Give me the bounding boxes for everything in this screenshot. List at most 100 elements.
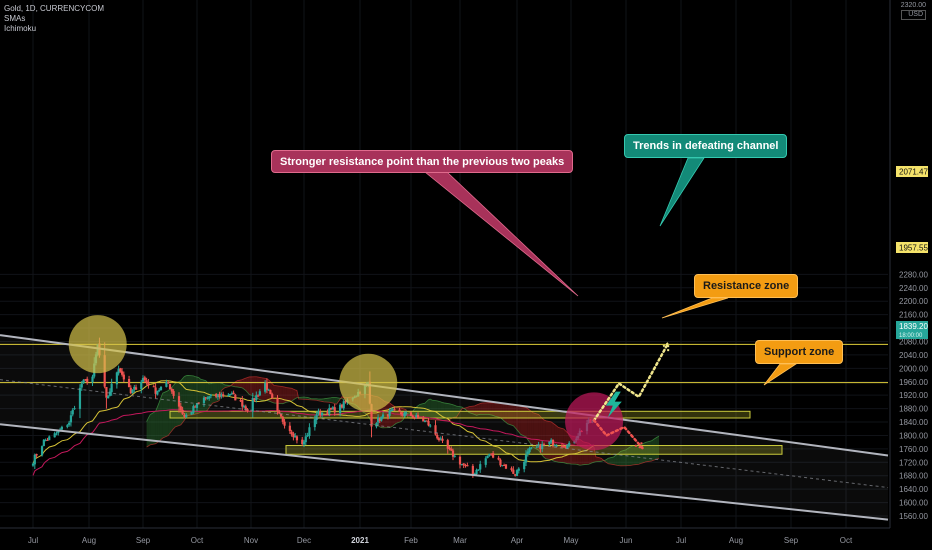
candle-body bbox=[71, 409, 74, 415]
cloud-segment bbox=[237, 379, 243, 388]
candle-body bbox=[528, 448, 531, 453]
candle-body bbox=[145, 380, 148, 383]
candle-body bbox=[133, 386, 136, 390]
candle-body bbox=[194, 406, 197, 408]
cloud-segment bbox=[207, 382, 210, 411]
candle-body bbox=[313, 419, 316, 428]
cloud-segment bbox=[210, 382, 213, 406]
candle-body bbox=[393, 409, 396, 411]
candle-body bbox=[232, 392, 235, 395]
candle-body bbox=[222, 394, 225, 396]
peak-circle-aug bbox=[68, 315, 127, 374]
candle-body bbox=[140, 381, 143, 390]
currency-label: 2320.00 USD bbox=[900, 2, 926, 20]
candle-body bbox=[517, 468, 520, 471]
candle-body bbox=[514, 474, 517, 476]
cloud-segment bbox=[646, 440, 652, 462]
time-tick-label: Mar bbox=[453, 536, 467, 545]
candle-body bbox=[269, 390, 272, 395]
annotation-pointers bbox=[423, 157, 798, 386]
zones bbox=[169, 410, 783, 455]
candle-body bbox=[451, 450, 455, 457]
cloud-segment bbox=[493, 402, 495, 417]
cloud-segment bbox=[322, 398, 324, 402]
cloud-segment bbox=[323, 398, 330, 403]
candle-body bbox=[315, 414, 318, 420]
candle-body bbox=[134, 387, 138, 390]
price-tag-current-sub: 18:00:00 bbox=[899, 333, 923, 339]
candle-body bbox=[391, 409, 395, 411]
cloud-segment bbox=[212, 382, 218, 404]
candle-body bbox=[283, 421, 286, 426]
candle-body bbox=[434, 425, 437, 435]
support-zone-annotation[interactable]: Support zone bbox=[755, 340, 844, 364]
cloud-segment bbox=[282, 386, 285, 404]
cloud-segment bbox=[465, 407, 468, 412]
indicator-ichimoku[interactable]: Ichimoku bbox=[4, 24, 37, 33]
cloud-segment bbox=[295, 389, 297, 399]
trends-annotation[interactable]: Trends in defeating channel bbox=[624, 134, 788, 158]
stronger-resistance-annotation[interactable]: Stronger resistance point than the previ… bbox=[271, 150, 574, 173]
price-tag-current-bg bbox=[896, 321, 928, 339]
price-tick-label: 2240.00 bbox=[899, 284, 928, 293]
candle-body bbox=[220, 394, 223, 397]
candle-body bbox=[484, 458, 487, 465]
candle-body bbox=[541, 444, 544, 449]
candle-body bbox=[295, 436, 299, 441]
chart-legend: Gold, 1D, CURRENCYCOM SMAs Ichimoku bbox=[4, 4, 104, 34]
price-tick-label: 1920.00 bbox=[899, 391, 928, 400]
symbol-label[interactable]: Gold, 1D, CURRENCYCOM bbox=[4, 4, 105, 13]
candle-body bbox=[80, 383, 83, 388]
candle-body bbox=[381, 414, 385, 417]
candle-body bbox=[265, 382, 268, 390]
cloud-segment bbox=[247, 376, 250, 395]
cloud-segment bbox=[505, 403, 508, 424]
candle-body bbox=[560, 445, 564, 447]
channel-area bbox=[0, 335, 888, 520]
cloud-segment bbox=[657, 436, 659, 459]
candle-body bbox=[292, 433, 295, 438]
cloud-segment bbox=[157, 402, 160, 443]
time-tick-label: Jul bbox=[28, 536, 38, 545]
candle-body bbox=[53, 433, 56, 438]
candle-body bbox=[400, 412, 403, 415]
time-tick-label: Oct bbox=[191, 536, 204, 545]
cloud-segment bbox=[608, 456, 614, 465]
candle-body bbox=[216, 394, 220, 398]
resistance-zone-annotation[interactable]: Resistance zone bbox=[694, 274, 799, 298]
candle-body bbox=[215, 394, 218, 397]
candle-body bbox=[167, 382, 170, 384]
cloud-segment bbox=[529, 410, 532, 445]
candle-body bbox=[462, 463, 465, 466]
candle-body bbox=[453, 455, 456, 457]
candle-body bbox=[503, 464, 506, 466]
candle-body bbox=[436, 434, 439, 439]
candle-body bbox=[464, 465, 467, 467]
candle-body bbox=[141, 378, 145, 382]
candle-body bbox=[425, 420, 428, 422]
price-tick-label: 2000.00 bbox=[899, 364, 928, 373]
indicator-smas[interactable]: SMAs bbox=[4, 14, 26, 23]
candle-body bbox=[158, 389, 161, 391]
cloud-segment bbox=[162, 390, 169, 439]
candle-body bbox=[306, 435, 309, 437]
candle-body bbox=[208, 396, 211, 399]
price-axis[interactable]: 2280.002240.002200.002160.002120.002080.… bbox=[889, 0, 932, 550]
resistance-pointer bbox=[661, 297, 729, 319]
cloud-segment bbox=[249, 376, 255, 397]
candle-body bbox=[190, 411, 193, 415]
time-tick-label: Jul bbox=[676, 536, 686, 545]
candle-body bbox=[278, 411, 281, 414]
price-tick-label: 1840.00 bbox=[899, 418, 928, 427]
cloud-segment bbox=[161, 393, 163, 440]
price-tag-upper: 2071.47 bbox=[899, 168, 928, 177]
cloud-segment bbox=[437, 400, 439, 421]
candle-body bbox=[370, 404, 373, 427]
time-axis[interactable]: Jul Aug Sep Oct Nov Dec 2021 Feb Mar Apr May Jun Jul… bbox=[0, 527, 890, 545]
candle-body bbox=[183, 415, 186, 417]
candle-body bbox=[127, 379, 131, 388]
candle-body bbox=[46, 439, 49, 441]
price-axis-bg bbox=[890, 0, 932, 550]
candle-body bbox=[548, 441, 551, 445]
cloud-segment bbox=[146, 417, 149, 448]
